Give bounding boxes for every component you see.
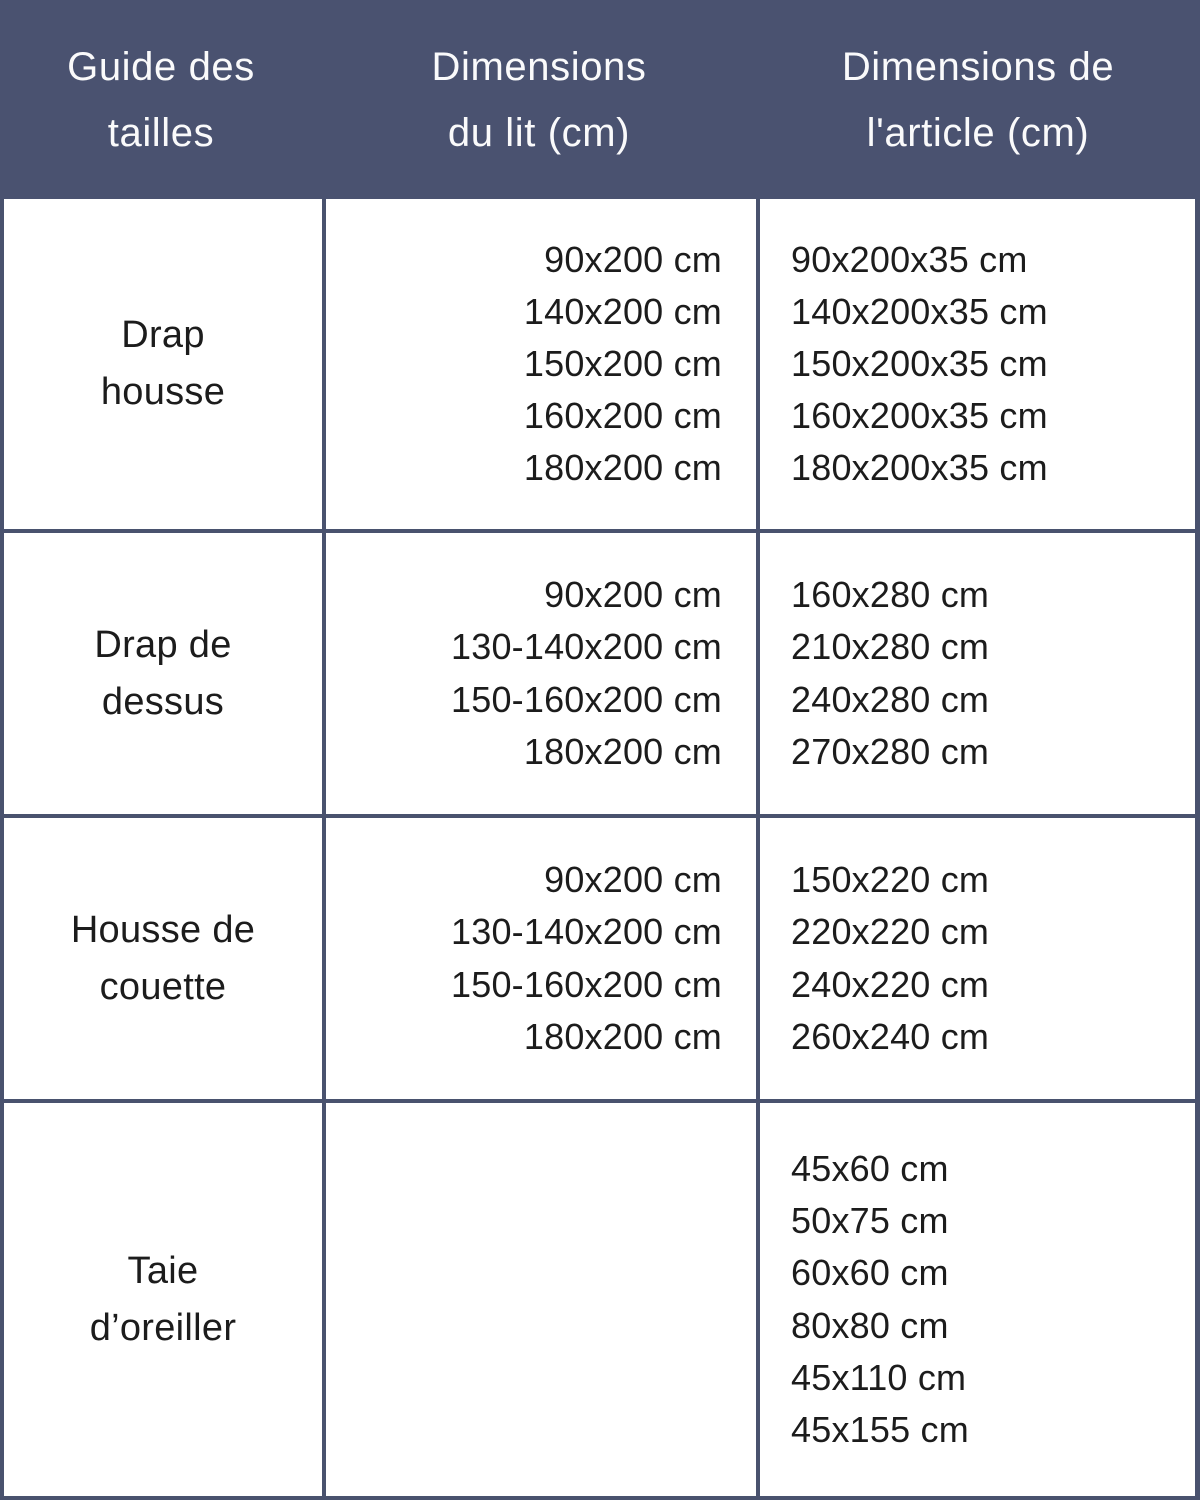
table-header-row: Guide des tailles Dimensions du lit (cm)… [0, 0, 1200, 199]
row-label: Housse de couette [4, 818, 326, 1099]
bed-dimensions-cell: 90x200 cm 140x200 cm 150x200 cm 160x200 … [326, 199, 760, 529]
bed-dimensions-cell: 90x200 cm 130-140x200 cm 150-160x200 cm … [326, 818, 760, 1099]
row-label: Taie d’oreiller [4, 1103, 326, 1496]
bed-dimensions-cell: 90x200 cm 130-140x200 cm 150-160x200 cm … [326, 533, 760, 814]
table-row-taie-d-oreiller: Taie d’oreiller 45x60 cm 50x75 cm 60x60 … [4, 1103, 1195, 1500]
header-dimensions-du-lit: Dimensions du lit (cm) [431, 44, 647, 155]
row-label: Drap de dessus [4, 533, 326, 814]
row-label: Drap housse [4, 199, 326, 529]
table-row-housse-de-couette: Housse de couette 90x200 cm 130-140x200 … [4, 818, 1195, 1103]
bed-dimensions-cell [326, 1103, 760, 1496]
table-row-drap-de-dessus: Drap de dessus 90x200 cm 130-140x200 cm … [4, 533, 1195, 818]
article-dimensions-cell: 150x220 cm 220x220 cm 240x220 cm 260x240… [791, 859, 990, 1057]
table-row-drap-housse: Drap housse 90x200 cm 140x200 cm 150x200… [4, 199, 1195, 533]
article-dimensions-cell: 45x60 cm 50x75 cm 60x60 cm 80x80 cm 45x1… [791, 1147, 969, 1450]
header-guide-des-tailles: Guide des tailles [67, 44, 255, 155]
header-dimensions-article: Dimensions de l'article (cm) [841, 44, 1115, 155]
article-dimensions-cell: 90x200x35 cm 140x200x35 cm 150x200x35 cm… [791, 238, 1048, 489]
article-dimensions-cell: 160x280 cm 210x280 cm 240x280 cm 270x280… [791, 574, 990, 772]
